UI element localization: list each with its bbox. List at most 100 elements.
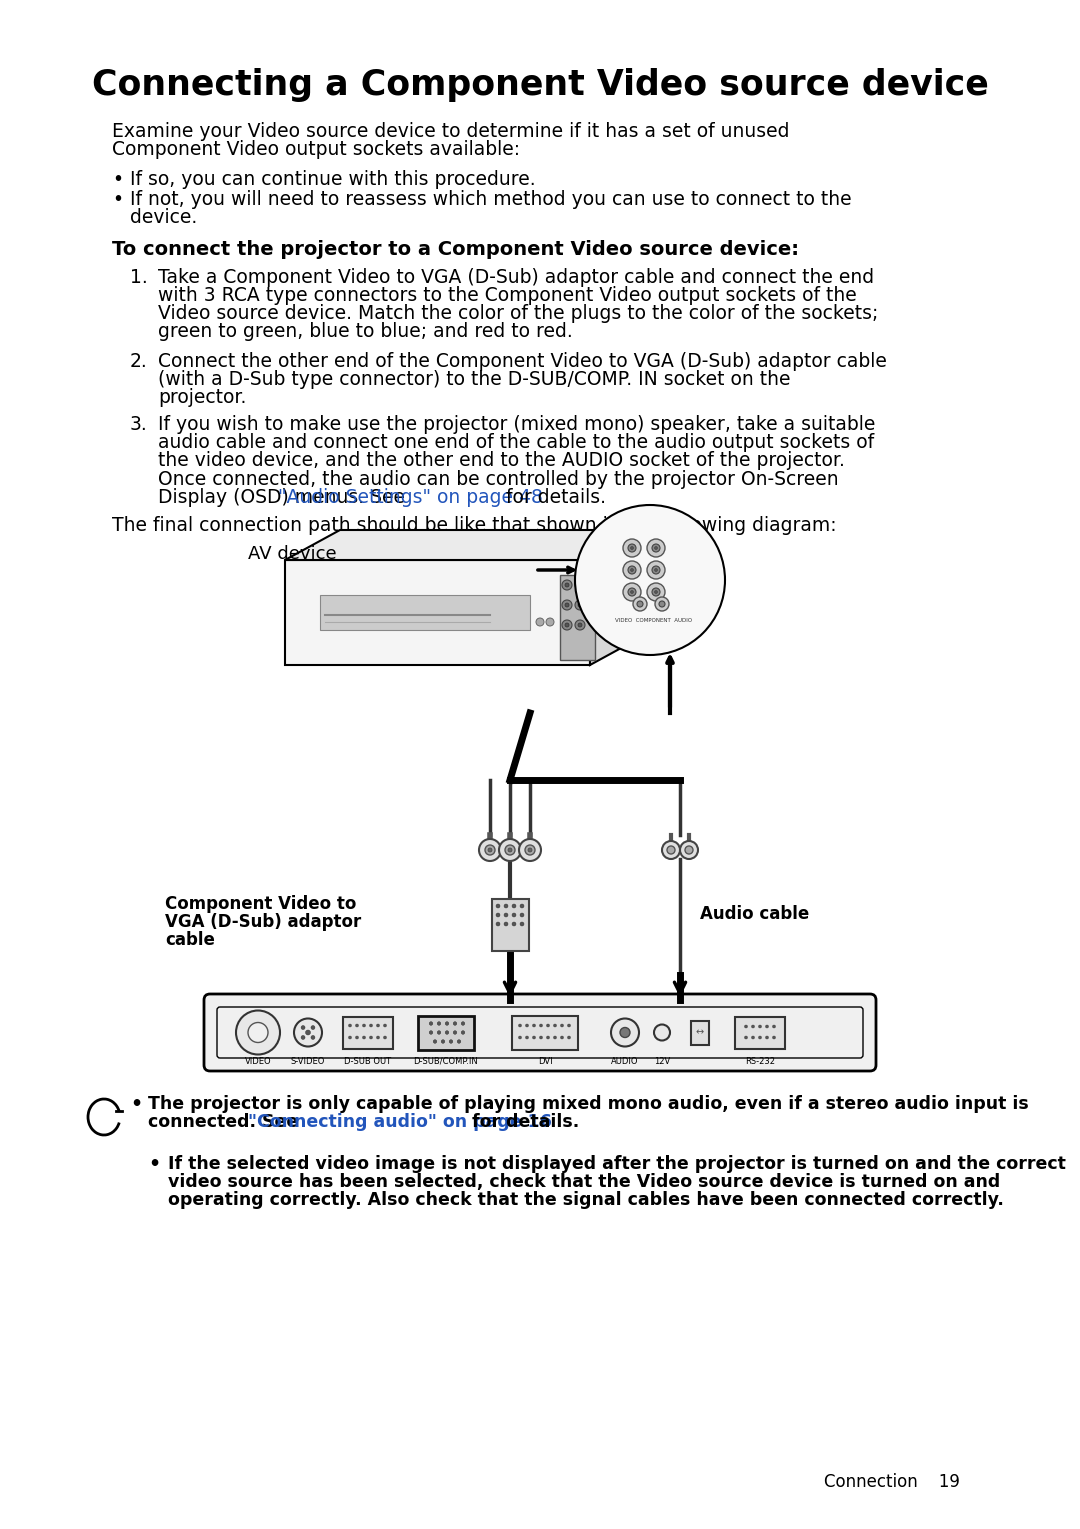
- Circle shape: [519, 922, 524, 927]
- Polygon shape: [285, 560, 590, 665]
- Circle shape: [540, 1037, 542, 1040]
- Text: Component Video output sockets available:: Component Video output sockets available…: [112, 141, 521, 159]
- Circle shape: [567, 1024, 570, 1027]
- Circle shape: [627, 566, 636, 573]
- Circle shape: [758, 1037, 761, 1040]
- Circle shape: [654, 569, 658, 572]
- Circle shape: [518, 1037, 522, 1040]
- Text: 12V: 12V: [653, 1057, 670, 1066]
- Circle shape: [519, 904, 524, 908]
- Circle shape: [519, 913, 524, 917]
- Text: 2.: 2.: [130, 352, 148, 372]
- Circle shape: [766, 1024, 769, 1027]
- FancyBboxPatch shape: [204, 994, 876, 1070]
- Text: •: •: [148, 1154, 160, 1174]
- Circle shape: [744, 1024, 747, 1027]
- Circle shape: [355, 1037, 359, 1040]
- Circle shape: [652, 589, 660, 596]
- Text: 3.: 3.: [130, 414, 148, 434]
- Text: Video source device. Match the color of the plugs to the color of the sockets;: Video source device. Match the color of …: [158, 304, 878, 323]
- FancyBboxPatch shape: [492, 899, 529, 951]
- Circle shape: [546, 618, 554, 625]
- Circle shape: [512, 922, 516, 927]
- Text: If not, you will need to reassess which method you can use to connect to the: If not, you will need to reassess which …: [130, 190, 852, 209]
- Text: Display (OSD) menus. See: Display (OSD) menus. See: [158, 488, 411, 508]
- Circle shape: [744, 1037, 747, 1040]
- Text: Once connected, the audio can be controlled by the projector On-Screen: Once connected, the audio can be control…: [158, 469, 839, 489]
- Text: D-SUB/COMP.IN: D-SUB/COMP.IN: [414, 1057, 478, 1066]
- Text: (with a D-Sub type connector) to the D-SUB/COMP. IN socket on the: (with a D-Sub type connector) to the D-S…: [158, 370, 791, 388]
- Circle shape: [496, 913, 500, 917]
- Circle shape: [488, 849, 492, 852]
- Circle shape: [540, 1024, 542, 1027]
- Polygon shape: [285, 531, 645, 560]
- Circle shape: [575, 505, 725, 654]
- Text: for details.: for details.: [500, 488, 606, 508]
- Circle shape: [429, 1021, 433, 1026]
- Circle shape: [758, 1024, 761, 1027]
- Text: Connecting a Component Video source device: Connecting a Component Video source devi…: [92, 67, 988, 102]
- Circle shape: [752, 1037, 755, 1040]
- Circle shape: [752, 1024, 755, 1027]
- Text: for details.: for details.: [465, 1113, 579, 1131]
- Circle shape: [623, 540, 642, 557]
- Text: •: •: [112, 190, 123, 209]
- Circle shape: [562, 619, 572, 630]
- Text: •: •: [130, 1095, 143, 1115]
- Circle shape: [623, 583, 642, 601]
- Circle shape: [480, 839, 501, 861]
- Text: audio cable and connect one end of the cable to the audio output sockets of: audio cable and connect one end of the c…: [158, 433, 874, 453]
- Circle shape: [454, 1021, 457, 1026]
- Circle shape: [627, 589, 636, 596]
- Circle shape: [532, 1024, 536, 1027]
- Circle shape: [578, 602, 582, 607]
- Text: video source has been selected, check that the Video source device is turned on : video source has been selected, check th…: [168, 1173, 1000, 1191]
- Circle shape: [383, 1024, 387, 1027]
- Circle shape: [562, 579, 572, 590]
- FancyBboxPatch shape: [217, 1008, 863, 1058]
- Text: D-SUB OUT: D-SUB OUT: [345, 1057, 392, 1066]
- Circle shape: [383, 1037, 387, 1040]
- Circle shape: [654, 590, 658, 593]
- Circle shape: [301, 1026, 305, 1029]
- Circle shape: [623, 561, 642, 579]
- Circle shape: [565, 602, 569, 607]
- Circle shape: [363, 1037, 365, 1040]
- Text: AV device: AV device: [248, 544, 337, 563]
- Circle shape: [575, 599, 585, 610]
- Text: cable: cable: [165, 931, 215, 950]
- Text: the video device, and the other end to the AUDIO socket of the projector.: the video device, and the other end to t…: [158, 451, 845, 469]
- Circle shape: [526, 1037, 528, 1040]
- Circle shape: [369, 1024, 373, 1027]
- Circle shape: [485, 846, 495, 855]
- Circle shape: [561, 1037, 564, 1040]
- Circle shape: [377, 1037, 379, 1040]
- Text: ↔: ↔: [696, 1027, 704, 1038]
- Circle shape: [369, 1037, 373, 1040]
- Circle shape: [620, 1027, 630, 1038]
- Text: If so, you can continue with this procedure.: If so, you can continue with this proced…: [130, 170, 536, 190]
- Circle shape: [631, 569, 634, 572]
- Circle shape: [377, 1024, 379, 1027]
- Text: Connect the other end of the Component Video to VGA (D-Sub) adaptor cable: Connect the other end of the Component V…: [158, 352, 887, 372]
- Text: VIDEO  COMPONENT  AUDIO: VIDEO COMPONENT AUDIO: [615, 618, 692, 622]
- Text: VGA (D-Sub) adaptor: VGA (D-Sub) adaptor: [165, 913, 361, 931]
- Circle shape: [680, 841, 698, 859]
- Circle shape: [433, 1040, 436, 1043]
- Circle shape: [349, 1024, 351, 1027]
- Circle shape: [659, 601, 665, 607]
- Text: device.: device.: [130, 208, 198, 226]
- Text: AUDIO: AUDIO: [611, 1057, 638, 1066]
- Circle shape: [578, 622, 582, 627]
- Circle shape: [505, 846, 515, 855]
- Circle shape: [652, 544, 660, 552]
- Circle shape: [565, 583, 569, 587]
- Circle shape: [512, 904, 516, 908]
- FancyBboxPatch shape: [735, 1017, 785, 1049]
- Circle shape: [633, 596, 647, 612]
- Circle shape: [766, 1037, 769, 1040]
- Circle shape: [363, 1024, 365, 1027]
- Circle shape: [631, 546, 634, 549]
- Text: The final connection path should be like that shown in the following diagram:: The final connection path should be like…: [112, 515, 837, 535]
- Circle shape: [301, 1035, 305, 1040]
